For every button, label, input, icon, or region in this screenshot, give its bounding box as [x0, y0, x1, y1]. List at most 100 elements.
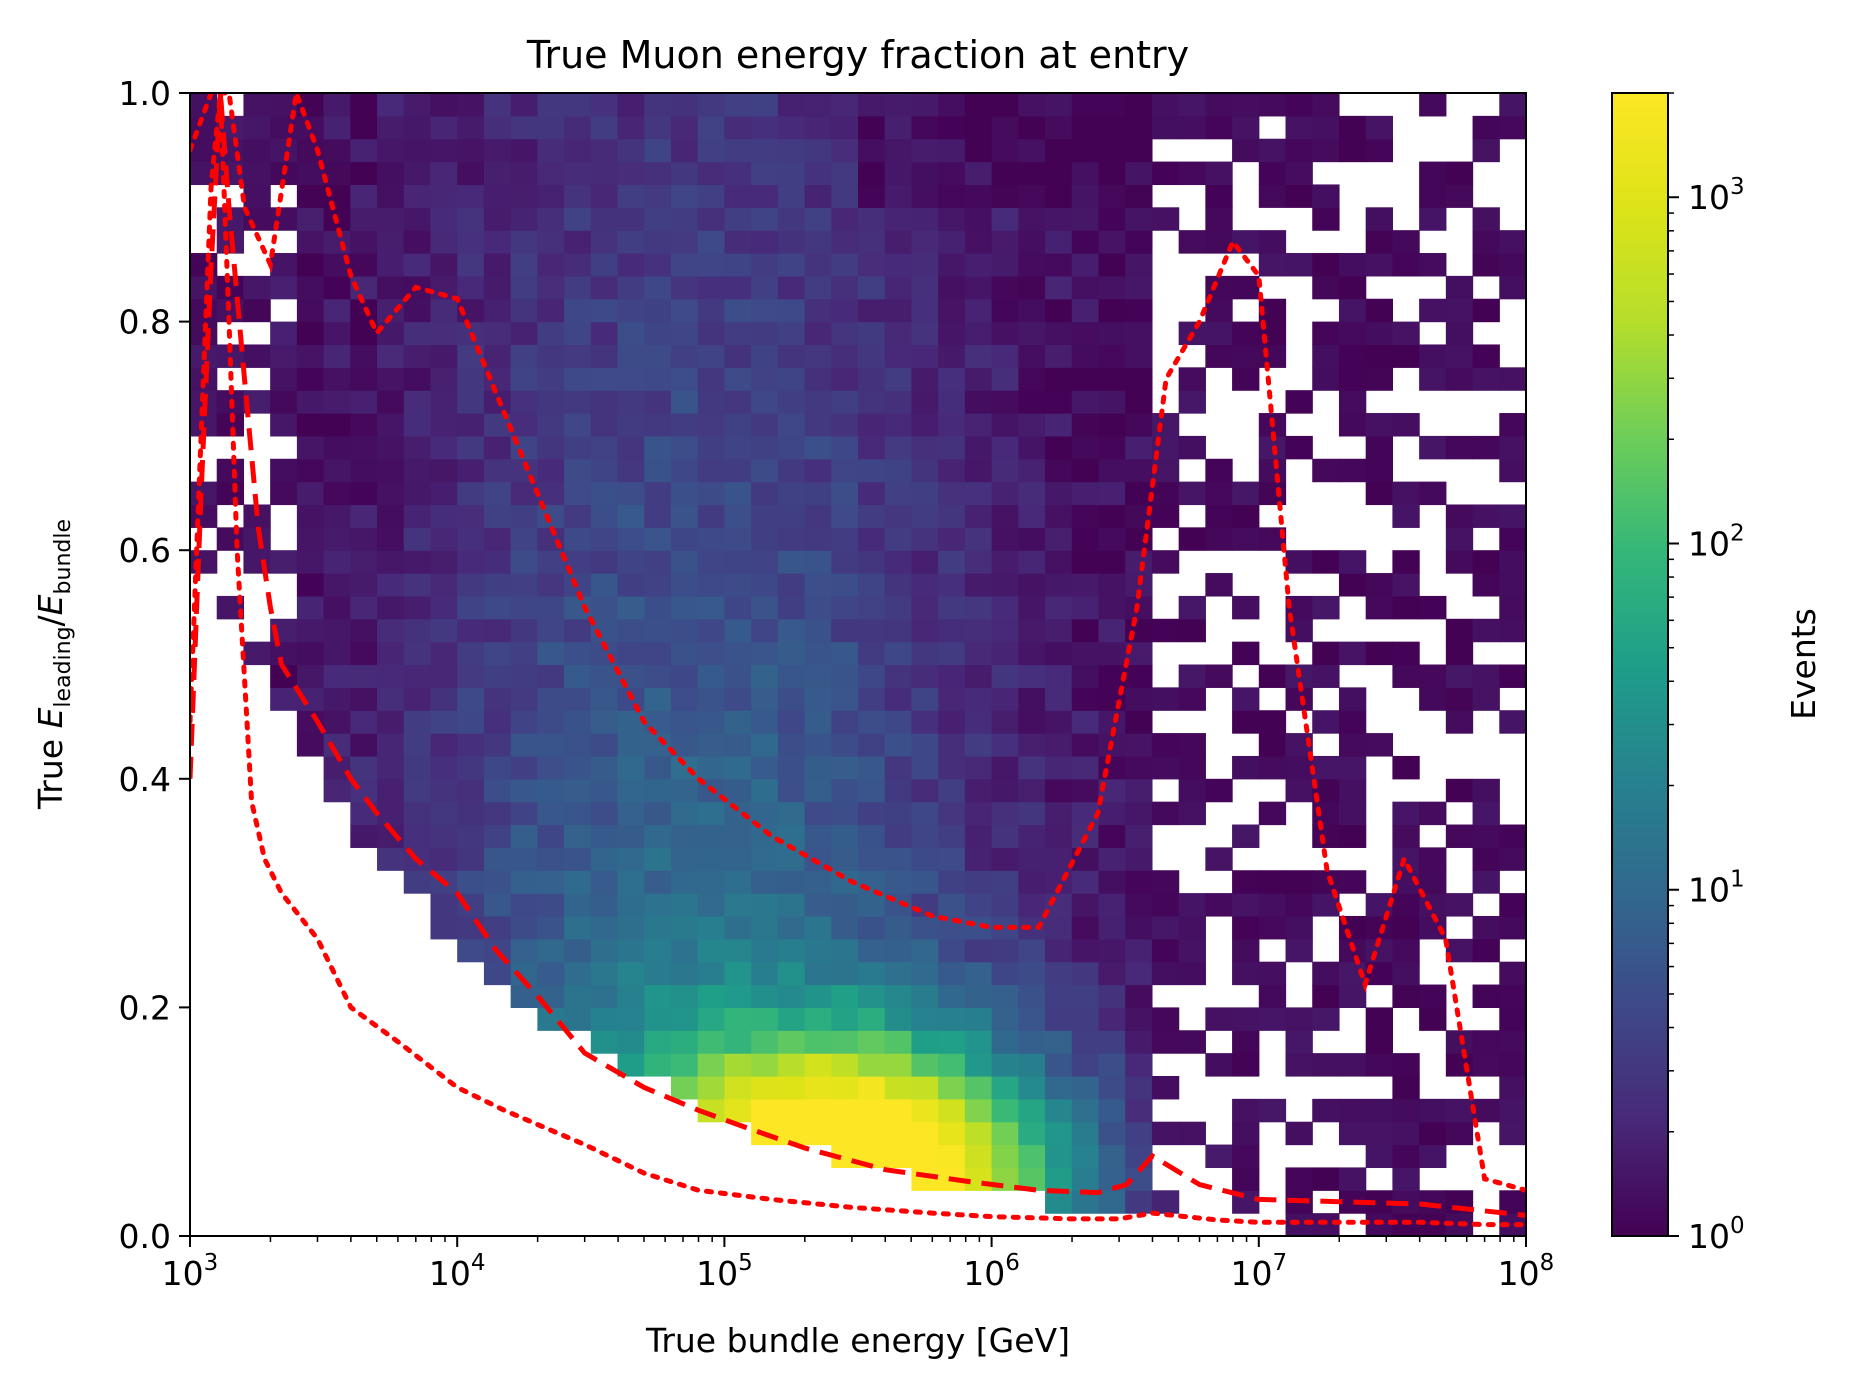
- heatmap-cell: [296, 253, 325, 277]
- heatmap-cell: [216, 413, 245, 437]
- heatmap-cell: [1445, 664, 1474, 688]
- heatmap-cell: [831, 801, 859, 826]
- heatmap-cell: [243, 138, 271, 163]
- heatmap-cell: [1312, 367, 1340, 391]
- heatmap-cell: [243, 115, 271, 140]
- heatmap-cell: [350, 687, 378, 711]
- heatmap-cell: [1445, 893, 1474, 917]
- heatmap-cell: [296, 710, 325, 734]
- heatmap-cell: [510, 390, 538, 414]
- heatmap-cell: [457, 710, 485, 734]
- heatmap-cell: [1312, 138, 1340, 163]
- heatmap-cell: [1285, 1167, 1313, 1191]
- heatmap-cell: [884, 710, 913, 734]
- heatmap-cell: [697, 938, 725, 963]
- heatmap-cell: [483, 733, 512, 757]
- heatmap-cell: [670, 253, 699, 277]
- heatmap-cell: [858, 801, 886, 826]
- heatmap-cell: [884, 413, 913, 437]
- heatmap-cell: [430, 184, 458, 208]
- x-tick-label: 106: [963, 1250, 1020, 1293]
- heatmap-cell: [670, 435, 699, 460]
- heatmap-cell: [751, 893, 779, 917]
- heatmap-cell: [1018, 435, 1046, 460]
- heatmap-cell: [644, 321, 672, 346]
- heatmap-cell: [644, 253, 672, 277]
- heatmap-cell: [1312, 344, 1340, 368]
- heatmap-cell: [1499, 893, 1526, 917]
- heatmap-cell: [1365, 893, 1393, 917]
- x-tick-label: 104: [429, 1250, 486, 1293]
- heatmap-cell: [1365, 1007, 1393, 1031]
- heatmap-cell: [1338, 275, 1367, 300]
- heatmap-cell: [938, 115, 966, 140]
- heatmap-cell: [644, 710, 672, 734]
- heatmap-cell: [1365, 1144, 1393, 1169]
- heatmap-cell: [1419, 1121, 1447, 1146]
- heatmap-cell: [697, 115, 725, 140]
- heatmap-cell: [884, 138, 913, 163]
- heatmap-cell: [403, 115, 432, 140]
- heatmap-cell: [804, 1053, 832, 1077]
- heatmap-cell: [296, 321, 325, 346]
- heatmap-cell: [403, 344, 432, 368]
- heatmap-cell: [751, 1098, 779, 1123]
- heatmap-cell: [911, 1098, 939, 1123]
- heatmap-cell: [644, 504, 672, 528]
- heatmap-cell: [777, 253, 806, 277]
- heatmap-cell: [1071, 801, 1100, 826]
- heatmap-cell: [1419, 870, 1447, 894]
- heatmap-cell: [911, 573, 939, 597]
- heatmap-cell: [1178, 961, 1206, 986]
- heatmap-cell: [1018, 527, 1046, 551]
- heatmap-cell: [751, 115, 779, 140]
- heatmap-cell: [617, 733, 645, 757]
- heatmap-cell: [1338, 870, 1367, 894]
- heatmap-cell: [911, 481, 939, 506]
- heatmap-cell: [751, 527, 779, 551]
- heatmap-cell: [804, 687, 832, 711]
- heatmap-cell: [1472, 824, 1500, 848]
- heatmap-cell: [1045, 230, 1073, 254]
- heatmap-cell: [1018, 413, 1046, 437]
- heatmap-cell: [991, 504, 1019, 528]
- heatmap-cell: [1018, 573, 1046, 597]
- heatmap-cell: [323, 413, 351, 437]
- heatmap-cell: [1312, 641, 1340, 666]
- heatmap-cell: [1472, 1098, 1500, 1123]
- heatmap-cell: [1151, 1121, 1180, 1146]
- heatmap-cell: [964, 413, 993, 437]
- heatmap-cell: [964, 641, 993, 666]
- heatmap-cell: [564, 778, 592, 803]
- heatmap-cell: [1151, 755, 1180, 780]
- heatmap-cell: [1018, 207, 1046, 231]
- heatmap-cell: [1018, 1098, 1046, 1123]
- heatmap-cell: [777, 1098, 806, 1123]
- heatmap-cell: [510, 550, 538, 574]
- heatmap-cell: [510, 93, 538, 117]
- heatmap-cell: [697, 504, 725, 528]
- heatmap-cell: [831, 344, 859, 368]
- heatmap-cell: [510, 870, 538, 894]
- heatmap-cell: [1499, 1075, 1526, 1100]
- heatmap-cell: [1445, 367, 1474, 391]
- heatmap-cell: [804, 824, 832, 848]
- heatmap-cell: [1098, 115, 1126, 140]
- heatmap-cell: [938, 801, 966, 826]
- heatmap-cell: [296, 390, 325, 414]
- heatmap-cell: [1499, 1007, 1526, 1031]
- heatmap-cell: [1472, 298, 1500, 323]
- heatmap-cell: [1472, 207, 1500, 231]
- heatmap-cell: [403, 390, 432, 414]
- heatmap-cell: [1125, 367, 1153, 391]
- heatmap-cell: [1205, 504, 1233, 528]
- heatmap-cell: [858, 344, 886, 368]
- heatmap-cell: [537, 504, 565, 528]
- heatmap-cell: [1045, 1075, 1073, 1100]
- heatmap-cell: [1045, 801, 1073, 826]
- heatmap-cell: [590, 847, 619, 871]
- heatmap-cell: [510, 481, 538, 506]
- heatmap-cell: [323, 664, 351, 688]
- heatmap-cell: [590, 984, 619, 1008]
- heatmap-cell: [858, 367, 886, 391]
